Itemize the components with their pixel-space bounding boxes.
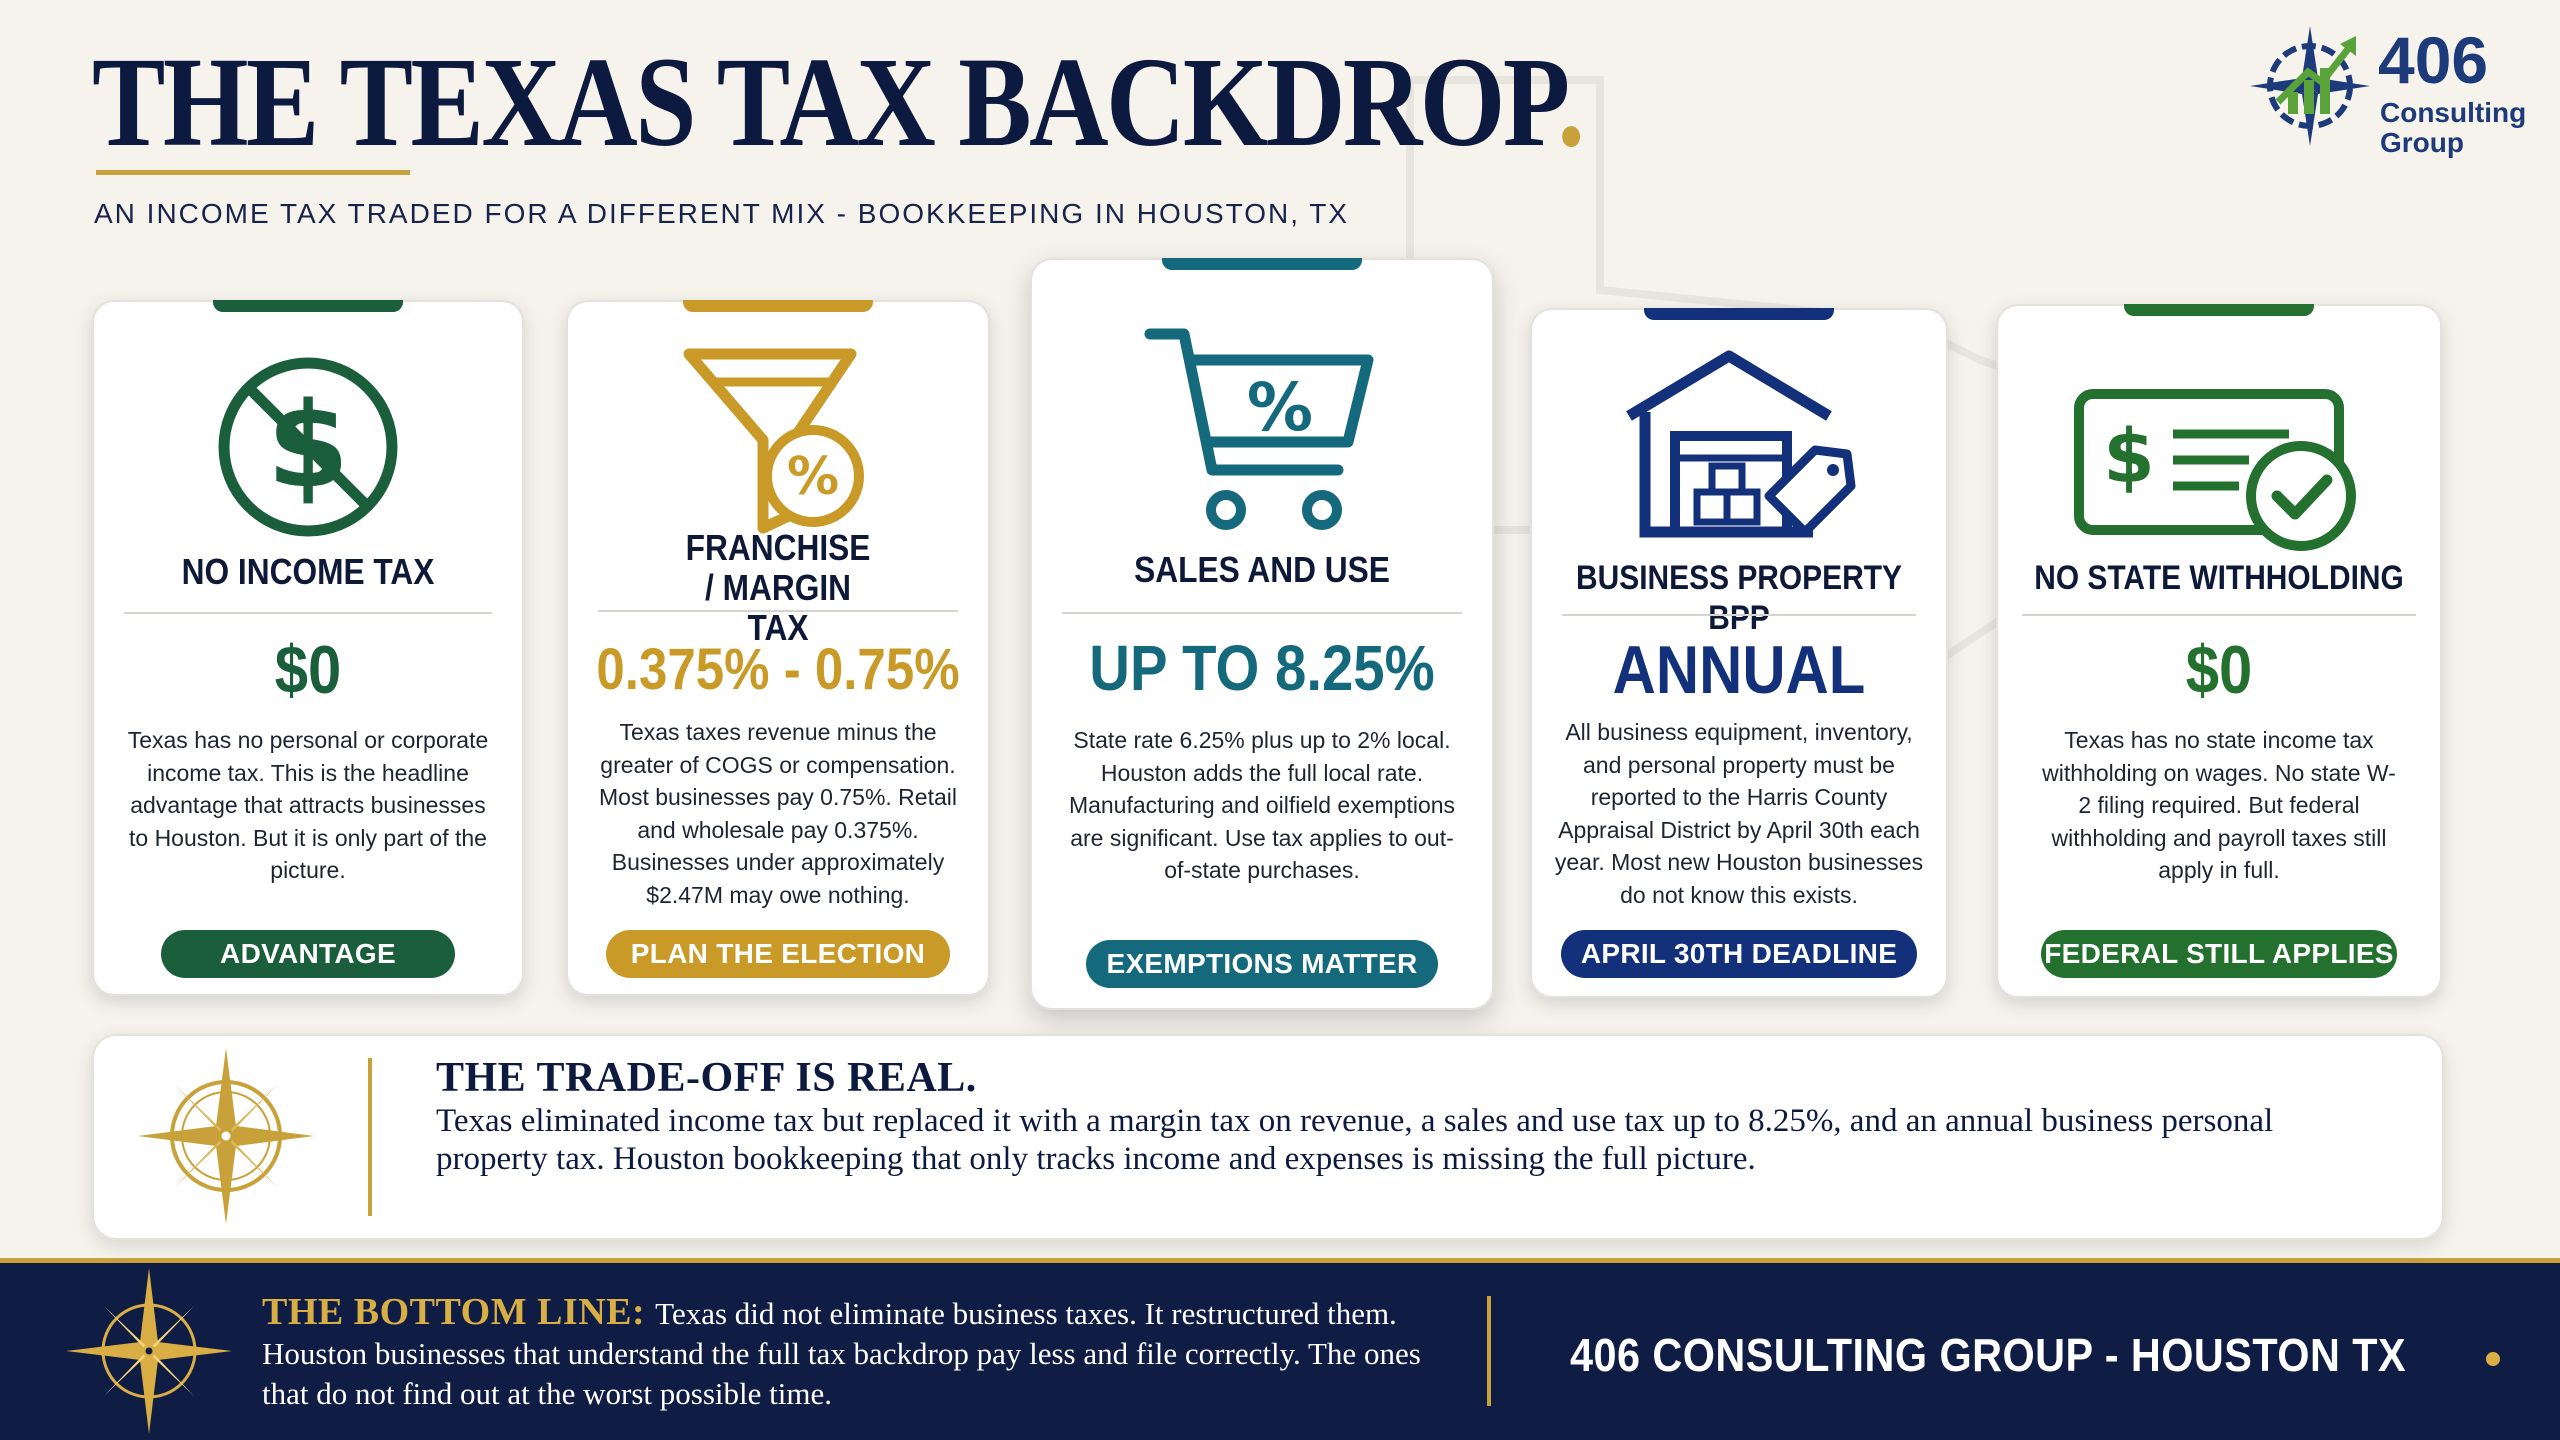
card-description: State rate 6.25% plus up to 2% local. Ho… [1068,727,1456,883]
svg-text:%: % [787,447,839,507]
svg-text:%: % [1247,369,1313,446]
compass-rose-icon [138,1048,314,1224]
card-franchise-margin-tax: % FRANCHISE / MARGIN TAX 0.375% - 0.75% … [566,300,990,996]
no-dollar-icon: $ [218,357,398,537]
card-no-income-tax: $ NO INCOME TAX $0 Texas has no personal… [92,300,524,996]
tradeoff-body: Texas eliminated income tax but replaced… [436,1103,2274,1177]
gold-dot [2486,1352,2500,1366]
exemptions-matter-badge: EXEMPTIONS MATTER [1086,940,1438,988]
card-heading: SALES AND USE [1134,549,1390,590]
card-heading: NO STATE WITHHOLDING [2034,559,2404,597]
plan-the-election-badge: PLAN THE ELECTION [606,930,950,978]
bottom-line-label: THE BOTTOM LINE: [262,1291,646,1333]
card-value: 0.375% - 0.75% [596,637,960,702]
card-value: $0 [2185,632,2253,708]
tradeoff-title: THE TRADE-OFF IS REAL. [436,1055,977,1101]
page-subtitle: AN INCOME TAX TRADED FOR A DIFFERENT MIX… [94,198,1350,229]
compass-star-icon [66,1268,232,1434]
card-heading: BUSINESS PROPERTY BPP [1576,559,1902,637]
company-logo: 406 Consulting Group [2248,16,2548,158]
card-business-property-bpp: BUSINESS PROPERTY BPP ANNUAL All busines… [1530,308,1948,998]
card-heading: FRANCHISE / MARGIN TAX [685,527,871,648]
page-title: THE TEXAS TAX BACKDROP. [92,31,1585,173]
svg-text:$: $ [2103,414,2155,500]
card-description: Texas taxes revenue minus the greater of… [599,719,957,908]
footer-banner: THE BOTTOM LINE: Texas did not eliminate … [0,1258,2560,1440]
warehouse-tag-icon [1626,350,1856,538]
card-description: Texas has no personal or corporate incom… [127,727,489,883]
card-description: Texas has no state income tax withholdin… [2042,727,2396,883]
logo-name: Consulting Group [2380,97,2527,158]
april-30th-deadline-badge: APRIL 30TH DEADLINE [1561,930,1917,978]
card-description: All business equipment, inventory, and p… [1554,719,1924,908]
title-underline [96,170,410,175]
card-sales-and-use: % SALES AND USE UP TO 8.25% State rate 6… [1030,258,1494,1010]
federal-still-applies-badge: FEDERAL STILL APPLIES [2041,930,2397,978]
check-paystub-icon: $ [2074,389,2356,551]
compass-chart-logo-icon [2250,26,2370,146]
card-value: UP TO 8.25% [1089,632,1435,704]
tradeoff-panel: THE TRADE-OFF IS REAL. Texas eliminated … [92,1034,2444,1240]
card-value: ANNUAL [1612,632,1866,708]
card-no-state-withholding: $ NO STATE WITHHOLDING $0 Texas has no s… [1996,304,2442,998]
bottom-line-text: THE BOTTOM LINE: Texas did not eliminate … [262,1291,1421,1411]
funnel-percent-icon: % [683,348,864,534]
footer-brand: 406 CONSULTING GROUP - HOUSTON TX [1570,1329,2407,1381]
card-heading: NO INCOME TAX [181,551,435,592]
logo-number: 406 [2378,23,2489,97]
advantage-badge: ADVANTAGE [161,930,455,978]
cart-percent-icon: % [1144,328,1374,530]
card-value: $0 [274,632,342,708]
